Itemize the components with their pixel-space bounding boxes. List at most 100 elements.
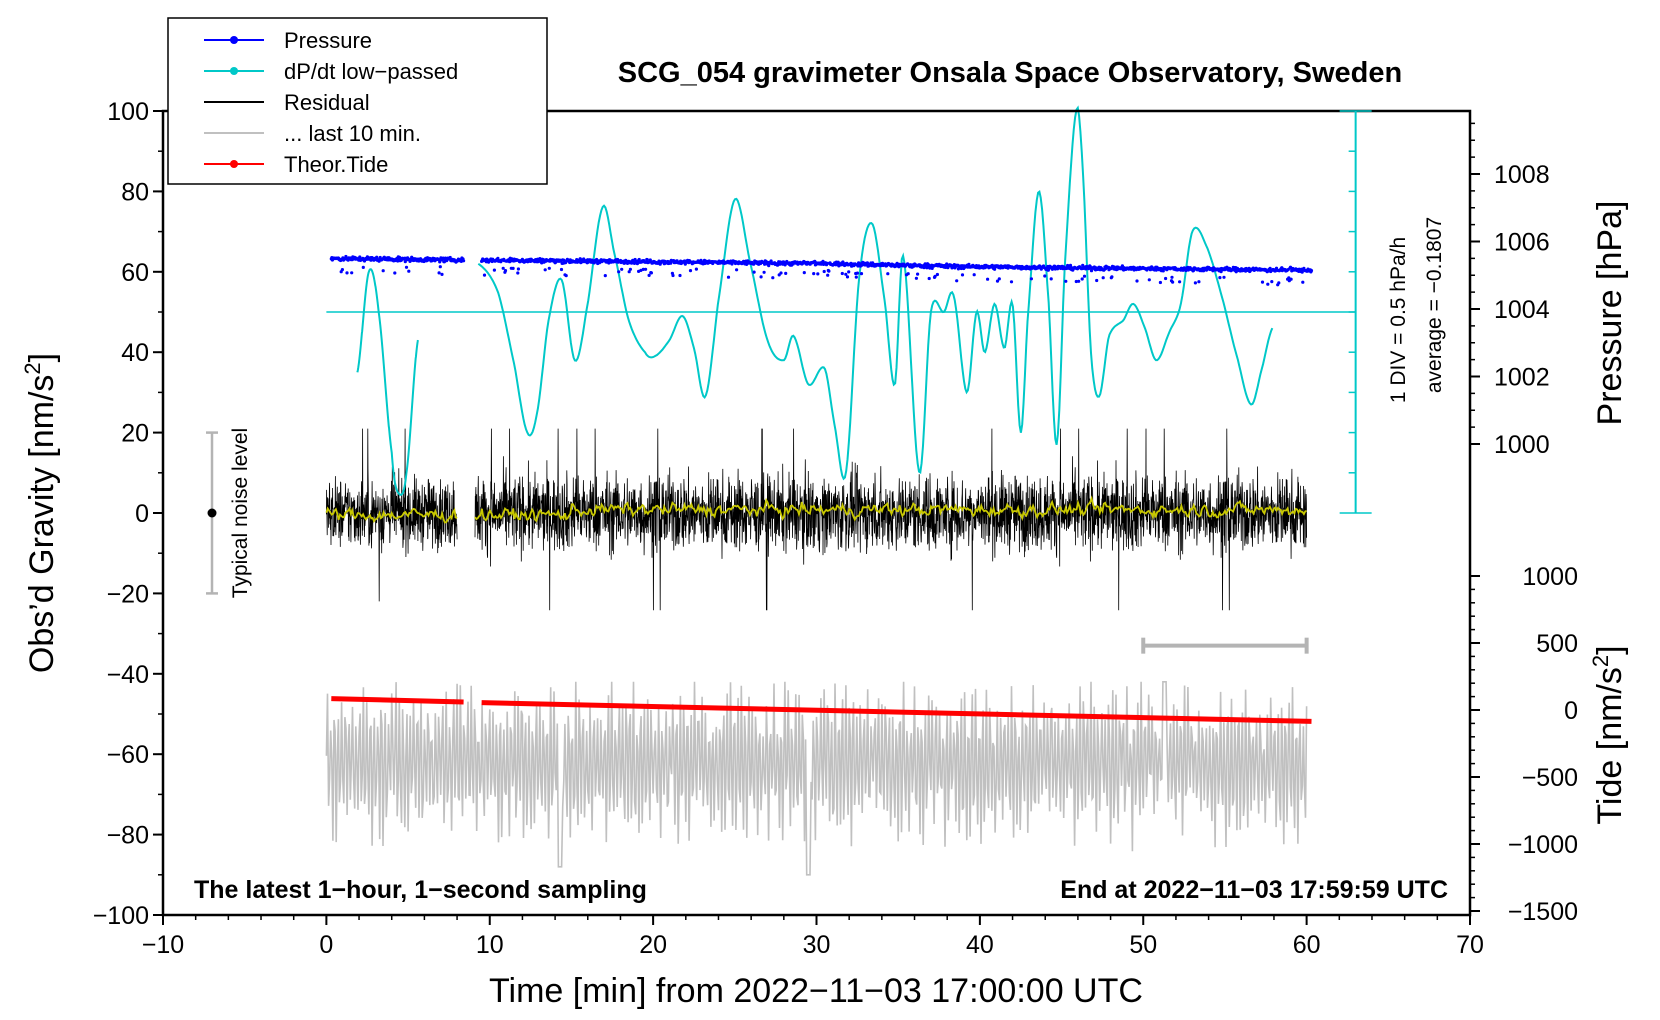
pressure-point bbox=[1170, 275, 1174, 279]
y-axis-label-left: Obs’d Gravity [nm/s2] bbox=[20, 353, 61, 673]
pressure-point bbox=[688, 269, 693, 273]
pressure-tick-label: 1004 bbox=[1494, 296, 1550, 324]
y-tick-label: 20 bbox=[121, 420, 149, 448]
tide-trace-1 bbox=[481, 700, 1312, 724]
pressure-point bbox=[595, 257, 599, 262]
pressure-point bbox=[345, 271, 349, 275]
legend-label-2: Residual bbox=[284, 90, 370, 115]
pressure-point bbox=[1009, 280, 1014, 284]
pressure-point bbox=[1089, 269, 1094, 273]
tide-tick-label: −1500 bbox=[1508, 898, 1578, 926]
pressure-point bbox=[826, 273, 830, 277]
x-tick-label: 40 bbox=[966, 931, 994, 959]
chart-title: SCG_054 gravimeter Onsala Space Observat… bbox=[618, 57, 1402, 89]
pressure-points-0 bbox=[329, 254, 466, 276]
pressure-point bbox=[1266, 282, 1270, 286]
pressure-point bbox=[564, 274, 568, 278]
plot-data-layer bbox=[325, 105, 1356, 876]
pressure-point bbox=[855, 271, 860, 275]
pressure-point bbox=[906, 272, 910, 276]
note-sampling: The latest 1−hour, 1−second sampling bbox=[194, 876, 647, 904]
pressure-point bbox=[440, 272, 444, 276]
legend-label-0: Pressure bbox=[284, 28, 372, 53]
pressure-tick-label: 1002 bbox=[1494, 364, 1550, 392]
x-tick-label: 30 bbox=[803, 931, 831, 959]
tide-tick-label: 500 bbox=[1536, 630, 1578, 658]
tide-axis-ticks: 1000 500 0 −500 −1000 −1500 bbox=[1470, 563, 1578, 926]
pressure-point bbox=[492, 268, 496, 272]
y-axis-label-tide: Tide [nm/s2] bbox=[1588, 645, 1629, 824]
y-axis-ticks: 100 80 60 40 20 0 −20 −40 −60 −80 −100 bbox=[93, 98, 163, 930]
legend-marker-4 bbox=[230, 160, 238, 168]
pressure-point bbox=[628, 267, 633, 271]
pressure-point bbox=[1289, 277, 1293, 281]
pressure-point bbox=[1109, 267, 1113, 271]
pressure-point bbox=[448, 255, 452, 260]
pressure-point bbox=[1178, 280, 1182, 284]
x-tick-label: 50 bbox=[1129, 931, 1157, 959]
y-tick-label: −40 bbox=[107, 661, 149, 689]
pressure-point bbox=[1029, 277, 1033, 281]
pressure-point bbox=[496, 256, 500, 260]
pressure-point bbox=[393, 271, 397, 275]
pressure-tick-label: 1006 bbox=[1494, 229, 1550, 257]
last-10-min-bracket bbox=[1141, 637, 1309, 654]
pressure-point bbox=[995, 279, 1000, 283]
pressure-point bbox=[645, 258, 649, 262]
tide-tick-label: −1000 bbox=[1508, 831, 1578, 859]
pressure-point bbox=[859, 272, 864, 276]
tide-tick-label: 0 bbox=[1564, 697, 1578, 725]
pressure-point bbox=[1080, 277, 1084, 281]
y-axis-label-left-sup: 2 bbox=[20, 362, 45, 374]
pressure-point bbox=[784, 271, 788, 275]
pressure-point bbox=[960, 273, 965, 277]
pressure-point bbox=[1074, 279, 1078, 284]
legend-marker-1 bbox=[230, 67, 238, 75]
pressure-point bbox=[827, 269, 831, 273]
y-axis-label-tide-text: Tide [nm/s bbox=[1591, 667, 1629, 824]
residual-smoothed-trace-0 bbox=[325, 506, 458, 524]
pressure-point bbox=[1077, 279, 1081, 283]
pressure-point bbox=[1082, 274, 1087, 278]
tide-tick-label: 1000 bbox=[1522, 563, 1578, 591]
pressure-point bbox=[1043, 274, 1047, 278]
pressure-point bbox=[840, 271, 844, 276]
pressure-point bbox=[816, 272, 820, 276]
y-axis-label-left-end: ] bbox=[23, 353, 61, 362]
pressure-point bbox=[959, 266, 963, 271]
pressure-point bbox=[1222, 275, 1226, 279]
pressure-point bbox=[841, 260, 845, 264]
pressure-point bbox=[886, 272, 890, 276]
pressure-point bbox=[935, 272, 940, 277]
pressure-tick-label: 1008 bbox=[1494, 161, 1550, 189]
pressure-point bbox=[671, 273, 675, 278]
pressure-point bbox=[993, 267, 997, 271]
pressure-point bbox=[617, 270, 621, 274]
y-axis-label-tide-end: ] bbox=[1591, 645, 1629, 654]
pressure-point bbox=[767, 264, 771, 268]
pressure-point bbox=[516, 271, 520, 275]
pressure-point bbox=[375, 255, 379, 259]
legend-label-1: dP/dt low−passed bbox=[284, 59, 458, 84]
dpdt-trace-1 bbox=[477, 105, 1274, 481]
pressure-point bbox=[762, 270, 766, 274]
pressure-point bbox=[404, 265, 409, 269]
pressure-point bbox=[648, 258, 652, 262]
x-axis-label: Time [min] from 2022−11−03 17:00:00 UTC bbox=[489, 972, 1143, 1010]
pressure-point bbox=[1218, 276, 1222, 280]
pressure-point bbox=[1164, 276, 1168, 281]
pressure-point bbox=[361, 265, 365, 269]
pressure-point bbox=[603, 274, 607, 278]
y-tick-label: 60 bbox=[121, 259, 149, 287]
pressure-point bbox=[1064, 279, 1068, 283]
y-tick-label: 0 bbox=[135, 500, 149, 528]
pressure-point bbox=[914, 276, 919, 280]
pressure-point bbox=[1135, 279, 1139, 283]
pressure-point bbox=[1110, 275, 1114, 279]
pressure-point bbox=[933, 274, 937, 278]
x-tick-label: 60 bbox=[1293, 931, 1321, 959]
pressure-point bbox=[1260, 280, 1265, 284]
pressure-tick-label: 1000 bbox=[1494, 431, 1550, 459]
pressure-point bbox=[501, 266, 505, 270]
y-tick-label: −80 bbox=[107, 822, 149, 850]
